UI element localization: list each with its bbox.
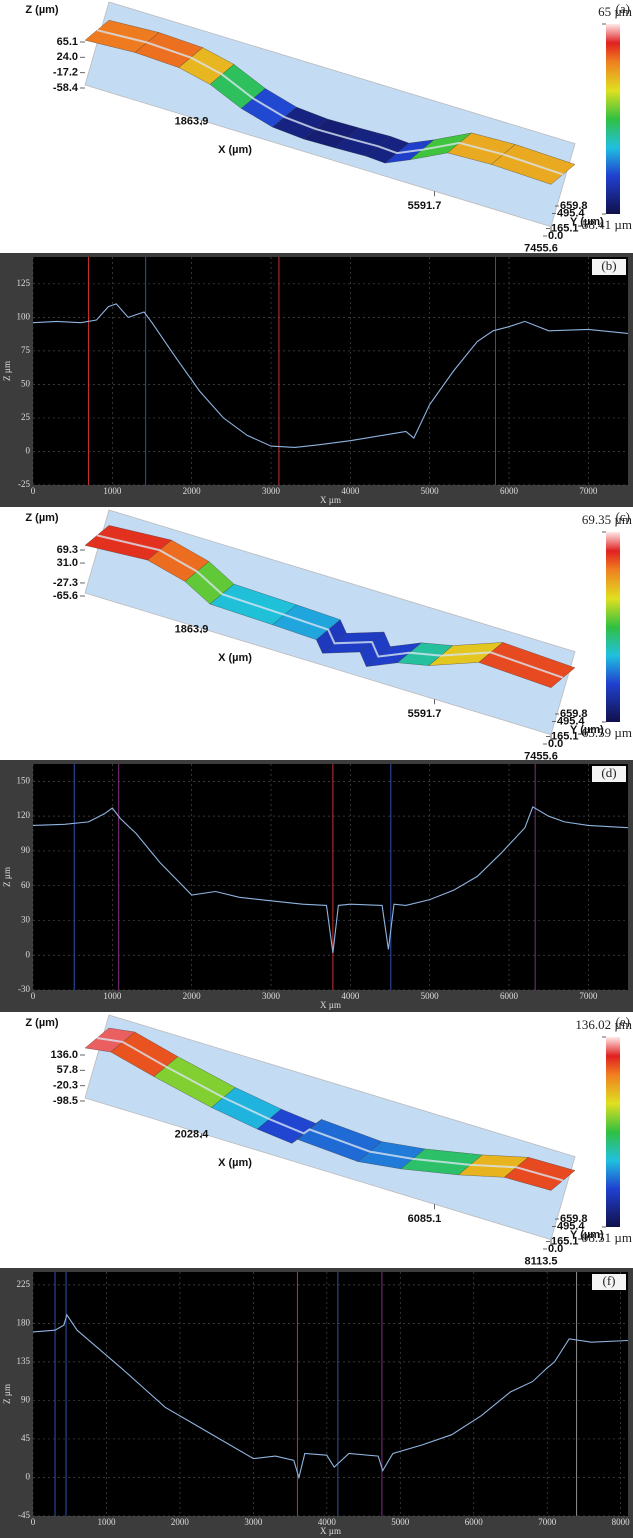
plot-area (33, 764, 628, 990)
x-tick-label: 3000 (262, 991, 281, 1001)
x-tick-label: 5591.7 (408, 708, 442, 720)
x-tick-label: 5000 (421, 486, 440, 496)
x-tick-label: 2000 (183, 486, 202, 496)
y-tick-label: 60 (21, 880, 31, 890)
x-tick-label: 3000 (244, 1517, 263, 1527)
x-tick-label: 1863.9 (175, 115, 209, 127)
colorbar-label: -58.41 µm (578, 217, 632, 232)
y-tick-label: 180 (17, 1317, 31, 1327)
y-axis-title: Z µm (2, 1384, 12, 1404)
x-axis-title: X µm (320, 1000, 341, 1010)
y-tick-label: -25 (18, 479, 30, 489)
y-tick-label: 0 (26, 1472, 31, 1482)
y-tick-label: -30 (18, 984, 30, 994)
x-tick-label: 3000 (262, 486, 281, 496)
x-tick-label: 1000 (103, 991, 122, 1001)
y-tick-label: 90 (21, 845, 31, 855)
y-tick-label: 225 (17, 1279, 31, 1289)
z-tick-label: 65.1 (57, 36, 78, 48)
y-tick-label: 0.0 (548, 230, 563, 242)
y-axis-title: Z µm (2, 867, 12, 887)
y-axis-title: Z µm (2, 361, 12, 381)
panel-label: (b) (601, 258, 616, 273)
x-tick-label: 1000 (97, 1517, 116, 1527)
panel-label: (a) (616, 1, 630, 16)
y-tick-label: 0.0 (548, 1243, 563, 1255)
x-tick-label: 5000 (391, 1517, 410, 1527)
x-tick-label: 6085.1 (408, 1213, 442, 1225)
y-tick-label: 0 (26, 446, 31, 456)
panel-label: (d) (601, 765, 616, 780)
z-tick-label: -17.2 (53, 67, 78, 79)
x-tick-label: 6000 (500, 991, 519, 1001)
y-tick-label: 50 (21, 378, 31, 388)
z-tick-label: 69.3 (57, 544, 78, 556)
x-tick-label: 7000 (538, 1517, 557, 1527)
panel-label: (c) (616, 509, 630, 524)
x-tick-label: 7000 (579, 486, 598, 496)
z-tick-label: -58.4 (53, 82, 79, 94)
x-axis-title: X (µm) (218, 1157, 252, 1169)
plot-area (33, 257, 628, 485)
y-tick-label: 100 (17, 311, 31, 321)
y-tick-label: 25 (21, 412, 31, 422)
z-tick-label: 31.0 (57, 557, 78, 569)
y-tick-label: 30 (21, 915, 31, 925)
x-tick-label: 6000 (465, 1517, 484, 1527)
y-tick-label: 120 (17, 810, 31, 820)
x-tick-label: 2000 (171, 1517, 190, 1527)
x-tick-label: 0 (31, 991, 36, 1001)
z-tick-label: -65.6 (53, 590, 78, 602)
figure: 65.124.0-17.2-58.41863.95591.77455.6659.… (0, 0, 633, 1538)
x-tick-label: 5591.7 (408, 200, 442, 212)
colorbar-label: -98.51 µm (578, 1230, 632, 1245)
z-axis-title: Z (µm) (25, 1017, 59, 1029)
x-tick-label: 0 (31, 1517, 36, 1527)
y-tick-label: 135 (17, 1356, 31, 1366)
x-tick-label: 4000 (341, 991, 360, 1001)
y-tick-label: 45 (21, 1433, 31, 1443)
z-tick-label: -20.3 (53, 1080, 78, 1092)
colorbar (606, 24, 620, 214)
colorbar (606, 532, 620, 722)
x-axis-title: X µm (320, 495, 341, 505)
colorbar (606, 1037, 620, 1227)
z-tick-label: 24.0 (57, 51, 78, 63)
y-tick-label: 0 (26, 949, 31, 959)
y-tick-label: -45 (18, 1510, 30, 1520)
y-tick-label: 125 (17, 278, 31, 288)
y-tick-label: 150 (17, 775, 31, 785)
x-tick-label: 2000 (183, 991, 202, 1001)
x-axis-title: X (µm) (218, 652, 252, 664)
x-tick-label: 8113.5 (524, 1256, 557, 1268)
panel-label: (e) (616, 1014, 630, 1029)
z-tick-label: 57.8 (57, 1064, 78, 1076)
y-tick-label: 0.0 (548, 738, 563, 750)
x-tick-label: 7000 (579, 991, 598, 1001)
x-tick-label: 4000 (341, 486, 360, 496)
x-axis-title: X (µm) (218, 144, 252, 156)
x-axis-title: X µm (320, 1526, 341, 1536)
y-tick-label: 90 (21, 1394, 31, 1404)
x-tick-label: 1863.9 (175, 623, 209, 635)
z-axis-title: Z (µm) (25, 512, 59, 524)
x-tick-label: 0 (31, 486, 36, 496)
z-tick-label: 136.0 (50, 1049, 78, 1061)
x-tick-label: 2028.4 (175, 1128, 210, 1140)
x-tick-label: 8000 (612, 1517, 631, 1527)
z-tick-label: -98.5 (53, 1095, 78, 1107)
plot-area (33, 1272, 628, 1516)
x-tick-label: 5000 (421, 991, 440, 1001)
x-tick-label: 6000 (500, 486, 519, 496)
panel-label: (f) (603, 1273, 616, 1288)
z-axis-title: Z (µm) (25, 4, 59, 16)
z-tick-label: -27.3 (53, 577, 78, 589)
y-tick-label: 75 (21, 345, 31, 355)
colorbar-label: -65.59 µm (578, 725, 632, 740)
x-tick-label: 7455.6 (524, 243, 558, 255)
x-tick-label: 1000 (103, 486, 122, 496)
